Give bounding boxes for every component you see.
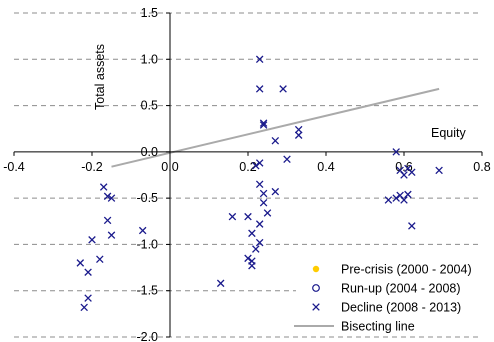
- x-axis-label: Equity: [431, 126, 466, 140]
- data-point-decline: [384, 196, 393, 204]
- data-point-decline: [255, 180, 264, 189]
- y-tick-label: -2.0: [136, 330, 158, 342]
- data-point-decline: [400, 171, 408, 179]
- x-tick-label: -0.2: [81, 160, 103, 174]
- y-tick-label: -0.5: [136, 191, 158, 205]
- x-tick-label: 0.2: [239, 160, 256, 174]
- data-point-decline: [294, 131, 303, 139]
- bisecting-line-layer: [111, 87, 440, 168]
- data-point-decline: [255, 55, 264, 64]
- data-point-decline: [84, 268, 92, 276]
- data-point-decline: [96, 255, 104, 263]
- data-point-decline: [271, 136, 280, 145]
- data-point-decline: [216, 279, 225, 288]
- data-point-decline: [255, 85, 264, 93]
- data-point-decline: [80, 303, 88, 312]
- data-point-decline: [252, 161, 260, 170]
- data-point-decline: [255, 159, 264, 167]
- x-tick-label: -0.4: [3, 160, 25, 174]
- data-point-decline: [283, 155, 291, 164]
- legend-symbol-precrisis: [312, 265, 320, 273]
- data-point-decline: [259, 119, 268, 127]
- y-tick-label: 1.5: [141, 6, 158, 20]
- axes: [13, 12, 483, 338]
- legend-background: [296, 256, 492, 336]
- data-point-decline: [255, 220, 264, 228]
- data-point-decline: [259, 121, 268, 129]
- data-point-decline: [392, 148, 400, 156]
- data-point-decline: [244, 212, 252, 221]
- data-point-decline: [88, 236, 96, 244]
- data-point-decline: [408, 168, 416, 176]
- data-point-decline: [252, 245, 260, 253]
- y-tick-label: 1.0: [141, 52, 158, 66]
- data-point-decline: [392, 194, 400, 202]
- data-point-decline: [99, 183, 108, 191]
- data-point-decline: [294, 125, 303, 134]
- data-point-decline: [435, 166, 443, 175]
- legend-label: Decline (2008 - 2013): [341, 301, 461, 315]
- data-point-decline: [248, 229, 256, 238]
- data-point-decline: [138, 226, 147, 235]
- tick-labels: 1.5 1.0 0.5 0.0 -0.5 -1.0 -1.5 -2.0 -0.4 -0.2 0.0 0…: [3, 6, 491, 342]
- data-point-decline: [404, 190, 412, 199]
- legend-label: Pre-crisis (2000 - 2004): [341, 263, 472, 277]
- x-tick-label: 0.0: [161, 160, 178, 174]
- data-points: [76, 55, 443, 312]
- data-point-decline: [255, 238, 264, 247]
- data-point-decline: [408, 222, 416, 230]
- y-axis-label: Total assets: [93, 44, 107, 110]
- data-point-decline: [263, 209, 272, 217]
- data-point-decline: [228, 212, 237, 221]
- legend-symbol-decline: [312, 303, 320, 311]
- legend-label: Bisecting line: [341, 320, 415, 334]
- y-tick-label: -1.0: [136, 237, 158, 251]
- legend-symbol-runup: [312, 284, 320, 292]
- data-point-decline: [259, 199, 268, 207]
- data-point-decline: [103, 216, 112, 225]
- data-point-decline: [84, 294, 92, 302]
- x-tick-label: 0.8: [473, 160, 490, 174]
- data-point-decline: [107, 194, 116, 202]
- data-point-decline: [259, 189, 268, 198]
- x-tick-label: 0.4: [317, 160, 334, 174]
- bisecting-line: [111, 87, 440, 168]
- y-tick-label: 0.0: [141, 145, 158, 159]
- data-point-decline: [279, 85, 287, 93]
- y-tick-label: -1.5: [136, 284, 158, 298]
- data-point-decline: [103, 192, 112, 201]
- legend: Pre-crisis (2000 - 2004) Run-up (2004 - 2…: [294, 256, 492, 336]
- data-point-decline: [107, 231, 116, 239]
- data-point-decline: [244, 254, 252, 263]
- data-point-decline: [271, 187, 280, 196]
- data-point-decline: [76, 259, 85, 267]
- data-point-decline: [248, 261, 256, 270]
- data-point-decline: [400, 196, 408, 204]
- legend-label: Run-up (2004 - 2008): [341, 282, 461, 296]
- y-tick-label: 0.5: [141, 99, 158, 113]
